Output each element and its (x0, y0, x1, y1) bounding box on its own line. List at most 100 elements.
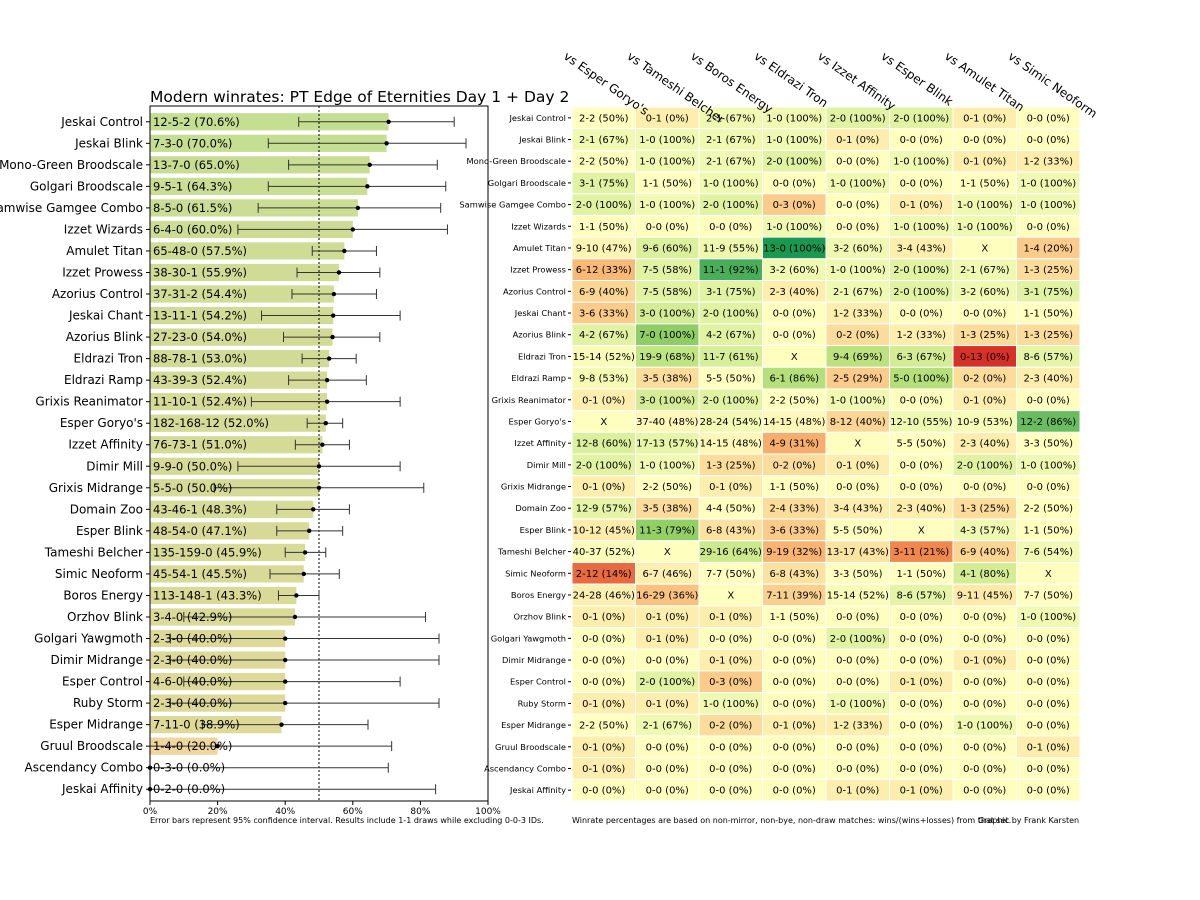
heatmap-cell-label: 7-6 (54%) (1023, 547, 1073, 558)
data-point (306, 528, 312, 534)
category-label: Dimir Midrange (50, 653, 143, 667)
bar (150, 199, 358, 217)
heatmap-cell-label: 0-1 (0%) (709, 482, 752, 493)
heatmap-cell-label: 2-0 (100%) (893, 287, 949, 298)
heatmap-cell-label: 1-0 (100%) (1020, 200, 1076, 211)
bar (150, 242, 345, 260)
bar (150, 371, 328, 389)
heatmap-cell-label: 6-9 (40%) (960, 547, 1010, 558)
data-label: 1-4-0 (20.0%) (153, 739, 232, 753)
heatmap-cell-label: 2-2 (50%) (1023, 504, 1073, 515)
heatmap-cell-label: 6-12 (33%) (576, 265, 632, 276)
data-point (294, 593, 299, 598)
heatmap-cell-label: 11-3 (79%) (639, 525, 695, 536)
heatmap-cell-label: 2-2 (50%) (579, 721, 629, 732)
data-point (283, 700, 288, 706)
heatmap-row-label: Jeskai Affinity (509, 785, 566, 795)
data-label: 43-39-3 (52.4%) (153, 373, 247, 387)
category-label: Mono-Green Broodscale (0, 158, 143, 172)
heatmap-row-label: Simic Neoform (505, 568, 566, 578)
data-point (316, 485, 322, 490)
heatmap-cell-label: 0-0 (0%) (963, 482, 1006, 493)
heatmap-cell-label: 4-1 (80%) (960, 569, 1010, 580)
heatmap-cell-label: 0-1 (0%) (963, 113, 1006, 124)
heatmap-cell-label: 3-1 (75%) (706, 287, 756, 298)
data-label: 88-78-1 (53.0%) (153, 352, 247, 366)
heatmap-row-label: Dimir Mill (527, 460, 566, 470)
heatmap-cell-label: 0-0 (0%) (963, 634, 1006, 645)
heatmap-row-label: Domain Zoo (515, 503, 566, 513)
data-label: 11-10-1 (52.4%) (153, 395, 247, 409)
heatmap-cell-label: 0-1 (0%) (709, 612, 752, 623)
data-label: 45-54-1 (45.5%) (153, 567, 247, 581)
heatmap-cell-label: 0-0 (0%) (963, 309, 1006, 320)
heatmap-cell-label: 0-0 (0%) (1027, 721, 1070, 732)
heatmap-cell-label: 3-0 (100%) (639, 395, 695, 406)
bar (150, 113, 389, 131)
heatmap-cell-label: 5-0 (100%) (893, 374, 949, 385)
heatmap-row-label: Ascendancy Combo (484, 763, 566, 773)
heatmap-row-label: Esper Control (510, 677, 566, 687)
heatmap-cell-label: 0-0 (0%) (1027, 395, 1070, 406)
heatmap-row-label: Izzet Wizards (511, 221, 566, 231)
bar (150, 156, 370, 174)
heatmap-chart: 2-2 (50%) 0-1 (0%) 2-1 (67%) 1-0 (100%) 2-0 … (459, 49, 1100, 802)
heatmap-cell-label: 2-5 (29%) (833, 374, 883, 385)
data-label: 5-5-0 (50.0%) (153, 481, 232, 495)
heatmap-row-label: Grixis Midrange (501, 482, 566, 492)
heatmap-cell-label: X (1045, 569, 1052, 580)
heatmap-cell-label: 2-1 (67%) (706, 113, 756, 124)
category-label: Samwise Gamgee Combo (0, 201, 143, 215)
heatmap-cell-label: 0-1 (0%) (646, 113, 689, 124)
heatmap-cell-label: 0-0 (0%) (1027, 634, 1070, 645)
category-label: Izzet Affinity (68, 438, 143, 452)
category-label: Dimir Mill (86, 459, 143, 473)
heatmap-note: Winrate percentages are based on non-mir… (572, 816, 1011, 825)
heatmap-cell-label: 12-10 (55%) (890, 417, 952, 428)
category-label: Golgari Broodscale (30, 179, 143, 193)
heatmap-cell-label: 1-0 (100%) (1020, 178, 1076, 189)
data-point (324, 377, 330, 383)
heatmap-cell-label: 2-1 (67%) (706, 157, 756, 168)
heatmap-cell-label: 2-2 (50%) (769, 395, 819, 406)
heatmap-credit: Graphic by Frank Karsten (978, 816, 1079, 825)
heatmap-cell-label: 0-2 (0%) (773, 460, 816, 471)
category-label: Eldrazi Ramp (64, 373, 143, 387)
category-label: Golgari Yawgmoth (34, 632, 143, 646)
heatmap-cell-label: 2-0 (100%) (830, 113, 886, 124)
data-label: 37-31-2 (54.4%) (153, 287, 247, 301)
heatmap-cell-label: 0-0 (0%) (709, 742, 752, 753)
heatmap-cell-label: 0-0 (0%) (900, 482, 943, 493)
heatmap-row-label: Jeskai Control (508, 113, 566, 123)
heatmap-cell-label: 6-9 (40%) (579, 287, 629, 298)
heatmap-row-label: Esper Goryo's (509, 416, 567, 426)
heatmap-row-label: Gruul Broodscale (495, 742, 566, 752)
heatmap-cell-label: 6-8 (43%) (769, 569, 819, 580)
heatmap-cell-label: 7-5 (58%) (642, 287, 692, 298)
category-label: Simic Neoform (55, 567, 143, 581)
category-label: Ruby Storm (73, 696, 143, 710)
heatmap-cell-label: 2-1 (67%) (706, 135, 756, 146)
heatmap-row-label: Izzet Affinity (514, 438, 566, 448)
heatmap-cell-label: 2-3 (40%) (1023, 374, 1073, 385)
data-point (301, 571, 306, 577)
data-label: 6-4-0 (60.0%) (153, 222, 232, 236)
heatmap-cell-label: 1-2 (33%) (1023, 157, 1073, 168)
heatmap-cell-label: 12-2 (86%) (1020, 417, 1076, 428)
heatmap-cell-label: 0-0 (0%) (773, 699, 816, 710)
heatmap-cell-label: 0-0 (0%) (1027, 113, 1070, 124)
category-label: Azorius Blink (66, 330, 143, 344)
category-label: Eldrazi Tron (74, 352, 143, 366)
heatmap-row-label: Orzhov Blink (513, 612, 566, 622)
bar (150, 565, 304, 583)
heatmap-cell-label: 3-2 (60%) (960, 287, 1010, 298)
data-point (350, 227, 355, 232)
category-label: Jeskai Affinity (61, 782, 143, 796)
data-point (302, 550, 308, 555)
heatmap-cell-label: 6-1 (86%) (769, 374, 819, 385)
category-label: Jeskai Blink (74, 136, 143, 150)
heatmap-row-label: Izzet Prowess (510, 265, 566, 275)
heatmap-row-label: Esper Blink (520, 525, 567, 535)
heatmap-cell-label: 0-3 (0%) (709, 677, 752, 688)
data-label: 13-11-1 (54.2%) (153, 309, 247, 323)
